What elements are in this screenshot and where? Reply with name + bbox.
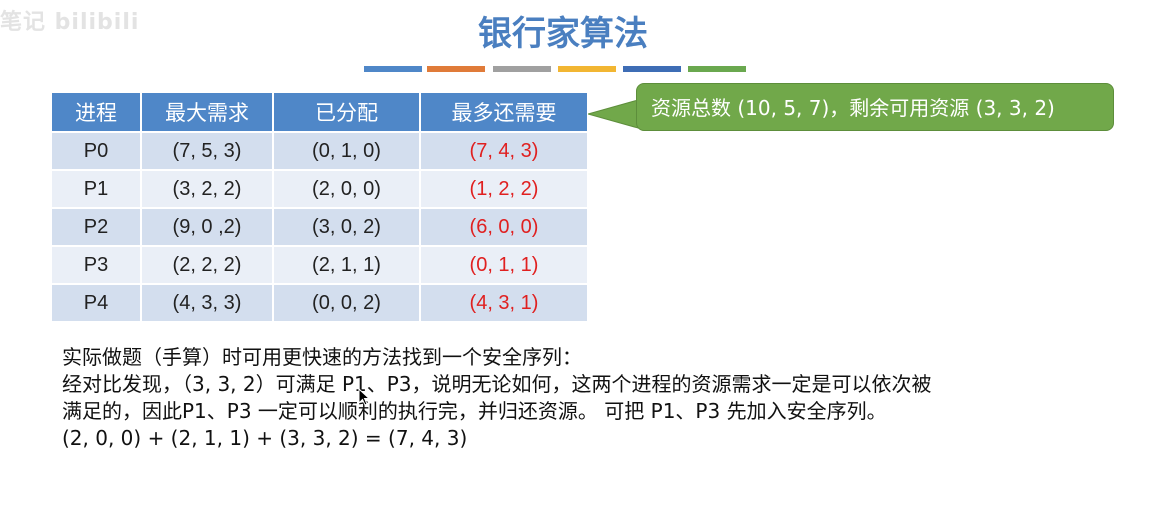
color-bar-segment-5 [623, 66, 681, 72]
cell-max: (7, 5, 3) [141, 132, 274, 171]
cell-need: (7, 4, 3) [420, 132, 589, 171]
resource-callout: 资源总数 (10, 5, 7)，剩余可用资源 (3, 3, 2) [636, 83, 1114, 131]
cell-need: (0, 1, 1) [420, 246, 589, 285]
cell-alloc: (0, 0, 2) [273, 284, 421, 323]
table-row: P2 (9, 0 ,2) (3, 0, 2) (6, 0, 0) [52, 208, 589, 247]
watermark: 笔记 bilibili [0, 10, 140, 35]
color-bar-segment-6 [688, 66, 746, 72]
explanation-line-1: 实际做题（手算）时可用更快速的方法找到一个安全序列： [62, 345, 582, 369]
cell-need: (4, 3, 1) [420, 284, 589, 323]
cell-process: P2 [52, 208, 142, 247]
callout-pointer [588, 99, 639, 129]
table-row: P4 (4, 3, 3) (0, 0, 2) (4, 3, 1) [52, 284, 589, 323]
explanation-line-3: 满足的，因此P1、P3 一定可以顺利的执行完，并归还资源。 可把 P1、P3 先… [62, 399, 887, 423]
header-need: 最多还需要 [420, 93, 589, 133]
mouse-cursor-icon [358, 388, 371, 406]
header-allocated: 已分配 [273, 93, 421, 133]
cell-alloc: (2, 0, 0) [273, 170, 421, 209]
cell-need: (6, 0, 0) [420, 208, 589, 247]
cell-process: P3 [52, 246, 142, 285]
cell-process: P1 [52, 170, 142, 209]
equation-line: (2, 0, 0) + (2, 1, 1) + (3, 3, 2) = (7, … [62, 426, 468, 450]
cell-max: (2, 2, 2) [141, 246, 274, 285]
header-process: 进程 [52, 93, 142, 133]
banker-table: 进程 最大需求 已分配 最多还需要 P0 (7, 5, 3) (0, 1, 0)… [52, 93, 589, 323]
cell-max: (4, 3, 3) [141, 284, 274, 323]
table-header-row: 进程 最大需求 已分配 最多还需要 [52, 93, 589, 133]
color-bar-segment-1 [364, 66, 422, 72]
cell-process: P4 [52, 284, 142, 323]
table-row: P1 (3, 2, 2) (2, 0, 0) (1, 2, 2) [52, 170, 589, 209]
explanation-line-2: 经对比发现，（3, 3, 2）可满足 P1、P3，说明无论如何，这两个进程的资源… [62, 372, 932, 396]
color-bar-segment-2 [427, 66, 485, 72]
table-row: P0 (7, 5, 3) (0, 1, 0) (7, 4, 3) [52, 132, 589, 171]
cell-max: (3, 2, 2) [141, 170, 274, 209]
cell-alloc: (0, 1, 0) [273, 132, 421, 171]
explanation-text: 实际做题（手算）时可用更快速的方法找到一个安全序列： 经对比发现，（3, 3, … [62, 344, 1122, 452]
cell-alloc: (3, 0, 2) [273, 208, 421, 247]
cell-alloc: (2, 1, 1) [273, 246, 421, 285]
header-max-demand: 最大需求 [141, 93, 274, 133]
slide-title: 银行家算法 [478, 14, 648, 54]
cell-need: (1, 2, 2) [420, 170, 589, 209]
cell-max: (9, 0 ,2) [141, 208, 274, 247]
cell-process: P0 [52, 132, 142, 171]
color-bar-segment-3 [493, 66, 551, 72]
color-bar-segment-4 [558, 66, 616, 72]
table-row: P3 (2, 2, 2) (2, 1, 1) (0, 1, 1) [52, 246, 589, 285]
